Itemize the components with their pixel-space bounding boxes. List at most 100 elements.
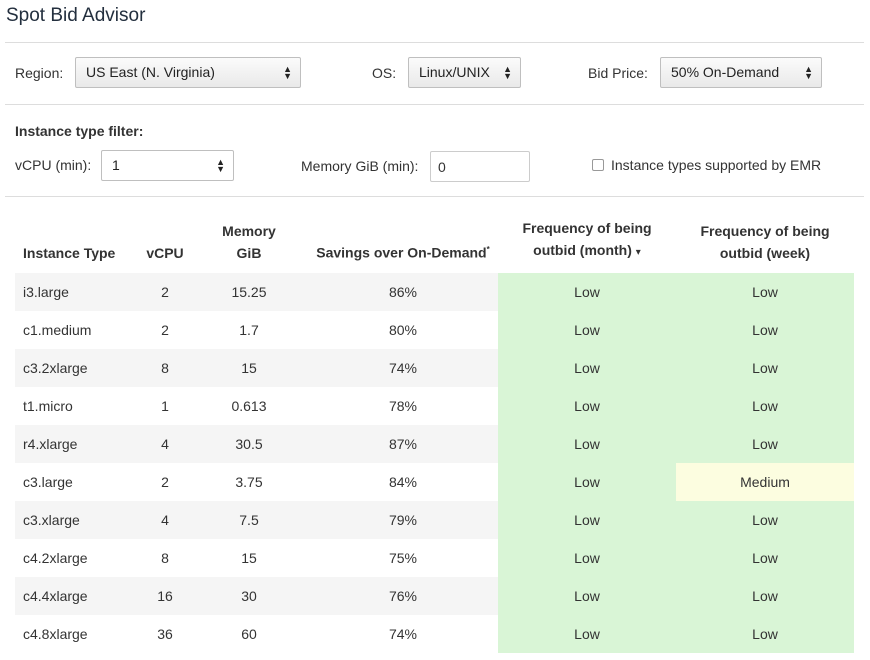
cell-vcpu: 2 (140, 273, 190, 311)
cell-vcpu: 1 (161, 398, 169, 414)
cell-freq-week: Low (676, 501, 854, 539)
cell-savings: 76% (308, 577, 498, 615)
vcpu-min-select[interactable]: 1 ▲ ▼ (101, 150, 234, 181)
table-row: c4.8xlarge 36 60 74% Low Low (15, 615, 854, 653)
emr-checkbox[interactable] (592, 159, 604, 171)
table-row: r4.xlarge 4 30.5 87% Low Low (15, 425, 854, 463)
os-label: OS: (372, 65, 397, 81)
bid-price-select[interactable]: 50% On-Demand ▲ ▼ (660, 57, 822, 88)
emr-checkbox-label: Instance types supported by EMR (611, 157, 822, 173)
cell-vcpu: 36 (157, 626, 173, 642)
cell-instance-type: t1.micro (23, 398, 73, 414)
memory-min-label: Memory GiB (min): (301, 158, 419, 174)
region-label: Region: (15, 65, 64, 81)
cell-savings: 80% (388, 322, 418, 338)
cell-freq-month: Low (498, 615, 676, 653)
cell-memory: 60 (241, 626, 257, 642)
region-select-value: US East (N. Virginia) (86, 64, 215, 80)
cell-freq-week: Low (676, 387, 854, 425)
footnote-mark: * (486, 245, 490, 255)
cell-vcpu: 8 (161, 550, 169, 566)
cell-savings: 86% (308, 273, 498, 311)
cell-freq-month: Low (498, 273, 676, 311)
cell-vcpu: 2 (161, 322, 169, 338)
cell-memory: 0.613 (231, 398, 267, 414)
cell-freq-month: Low (498, 501, 676, 539)
cell-freq-month: Low (498, 311, 676, 349)
cell-savings: 79% (308, 501, 498, 539)
cell-memory: 3.75 (235, 474, 263, 490)
select-arrows-icon: ▲ ▼ (804, 64, 813, 81)
cell-savings: 74% (388, 626, 418, 642)
os-select-value: Linux/UNIX (419, 64, 490, 80)
cell-instance-type: r4.xlarge (15, 425, 140, 463)
col-header-vcpu[interactable]: vCPU (146, 245, 184, 261)
cell-freq-week: Low (676, 311, 854, 349)
col-header-freq-month[interactable]: Frequency of being outbid (month) ▾ (522, 220, 652, 258)
cell-instance-type: c1.medium (23, 322, 92, 338)
cell-memory: 15 (241, 550, 257, 566)
cell-savings: 74% (308, 349, 498, 387)
cell-freq-week: Low (676, 273, 854, 311)
select-arrows-icon: ▲ ▼ (283, 64, 292, 81)
memory-min-input[interactable] (430, 151, 530, 182)
cell-vcpu: 4 (140, 501, 190, 539)
cell-freq-week: Low (676, 539, 854, 577)
cell-freq-week: Low (676, 349, 854, 387)
cell-vcpu: 4 (140, 425, 190, 463)
col-header-memory[interactable]: Memory GiB (222, 223, 276, 261)
divider (5, 42, 864, 43)
cell-memory: 1.7 (239, 322, 259, 338)
divider (5, 104, 864, 105)
cell-memory: 7.5 (190, 501, 308, 539)
vcpu-min-label: vCPU (min): (15, 157, 92, 173)
cell-savings: 87% (308, 425, 498, 463)
region-select[interactable]: US East (N. Virginia) ▲ ▼ (75, 57, 301, 88)
table-row: i3.large 2 15.25 86% Low Low (15, 273, 854, 311)
col-header-freq-week[interactable]: Frequency of being outbid (week) (700, 223, 830, 261)
cell-instance-type: i3.large (15, 273, 140, 311)
os-select[interactable]: Linux/UNIX ▲ ▼ (408, 57, 521, 88)
table-row: c4.2xlarge 8 15 75% Low Low (15, 539, 854, 577)
bid-price-select-value: 50% On-Demand (671, 64, 780, 80)
cell-memory: 15.25 (190, 273, 308, 311)
page-title: Spot Bid Advisor (6, 5, 146, 26)
cell-freq-month: Low (498, 387, 676, 425)
cell-freq-week: Medium (676, 463, 854, 501)
cell-instance-type: c4.2xlarge (23, 550, 88, 566)
table-row: c3.xlarge 4 7.5 79% Low Low (15, 501, 854, 539)
cell-memory: 15 (190, 349, 308, 387)
col-header-instance-type[interactable]: Instance Type (23, 245, 116, 261)
cell-savings: 78% (388, 398, 418, 414)
cell-freq-month: Low (498, 539, 676, 577)
cell-freq-month: Low (498, 577, 676, 615)
cell-vcpu: 8 (140, 349, 190, 387)
cell-vcpu: 16 (140, 577, 190, 615)
table-row: t1.micro 1 0.613 78% Low Low (15, 387, 854, 425)
cell-instance-type: c3.2xlarge (15, 349, 140, 387)
cell-vcpu: 2 (161, 474, 169, 490)
cell-memory: 30.5 (190, 425, 308, 463)
cell-freq-month: Low (498, 463, 676, 501)
select-arrows-icon: ▲ ▼ (216, 157, 225, 174)
divider (5, 196, 864, 197)
cell-instance-type: c4.8xlarge (23, 626, 88, 642)
instance-table: Instance Type vCPU Memory GiB Savings ove… (15, 211, 854, 653)
cell-freq-month: Low (498, 349, 676, 387)
cell-savings: 75% (388, 550, 418, 566)
table-row: c4.4xlarge 16 30 76% Low Low (15, 577, 854, 615)
cell-savings: 84% (388, 474, 418, 490)
cell-freq-month: Low (498, 425, 676, 463)
cell-instance-type: c4.4xlarge (15, 577, 140, 615)
table-row: c3.large 2 3.75 84% Low Medium (15, 463, 854, 501)
table-header-row: Instance Type vCPU Memory GiB Savings ove… (15, 211, 854, 273)
cell-freq-week: Low (676, 577, 854, 615)
table-row: c3.2xlarge 8 15 74% Low Low (15, 349, 854, 387)
cell-memory: 30 (190, 577, 308, 615)
col-header-savings[interactable]: Savings over On-Demand* (316, 245, 490, 261)
instance-filter-heading: Instance type filter: (15, 123, 144, 139)
table-row: c1.medium 2 1.7 80% Low Low (15, 311, 854, 349)
bid-price-label: Bid Price: (588, 65, 648, 81)
cell-instance-type: c3.xlarge (15, 501, 140, 539)
cell-instance-type: c3.large (23, 474, 73, 490)
